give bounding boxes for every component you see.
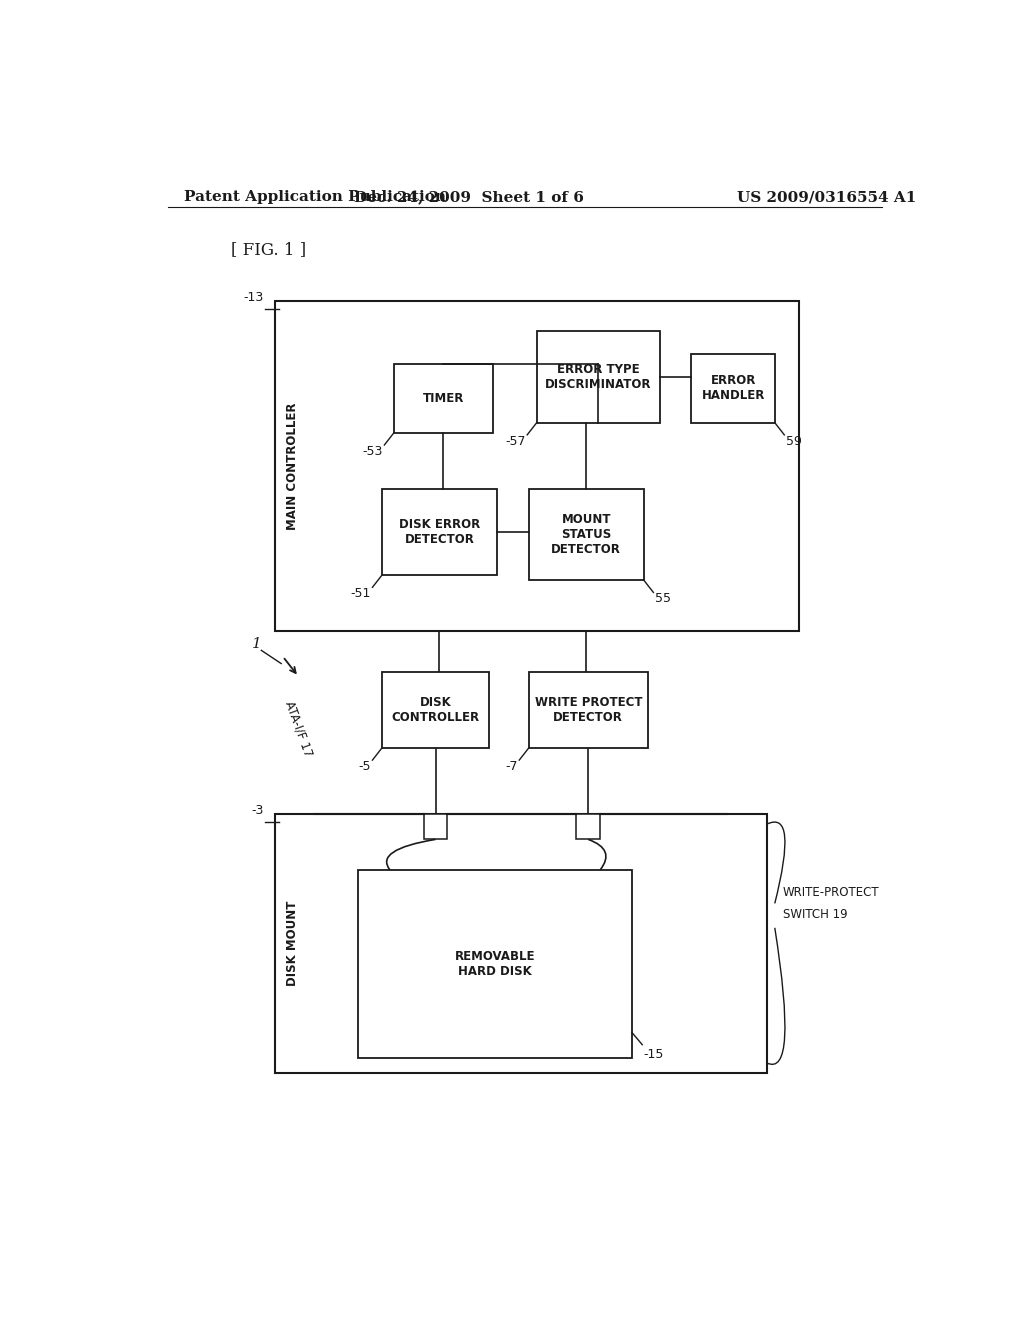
Text: WRITE-PROTECT: WRITE-PROTECT xyxy=(782,886,880,899)
Text: DISK
CONTROLLER: DISK CONTROLLER xyxy=(391,696,479,723)
Text: -7: -7 xyxy=(505,760,518,774)
Text: -3: -3 xyxy=(251,804,264,817)
Bar xyxy=(537,331,659,422)
Text: -51: -51 xyxy=(350,587,371,601)
Bar xyxy=(577,814,600,840)
Text: 55: 55 xyxy=(655,593,671,606)
Text: WRITE PROTECT
DETECTOR: WRITE PROTECT DETECTOR xyxy=(535,696,642,723)
Text: US 2009/0316554 A1: US 2009/0316554 A1 xyxy=(736,190,916,205)
Text: -15: -15 xyxy=(644,1048,665,1061)
Bar xyxy=(358,870,632,1057)
Text: Dec. 24, 2009  Sheet 1 of 6: Dec. 24, 2009 Sheet 1 of 6 xyxy=(354,190,584,205)
Text: ERROR TYPE
DISCRIMINATOR: ERROR TYPE DISCRIMINATOR xyxy=(545,363,651,391)
Text: 59: 59 xyxy=(785,434,802,447)
Bar xyxy=(382,488,497,576)
Text: DISK ERROR
DETECTOR: DISK ERROR DETECTOR xyxy=(399,517,480,546)
Text: -5: -5 xyxy=(358,760,371,774)
Text: -57: -57 xyxy=(505,434,525,447)
Bar xyxy=(691,354,775,422)
Text: 1: 1 xyxy=(252,638,261,651)
Bar xyxy=(274,814,767,1073)
Text: SWITCH 19: SWITCH 19 xyxy=(782,908,847,921)
Text: MAIN CONTROLLER: MAIN CONTROLLER xyxy=(286,403,299,529)
Bar xyxy=(274,301,799,631)
Text: TIMER: TIMER xyxy=(423,392,464,405)
Text: -13: -13 xyxy=(244,290,264,304)
Text: MOUNT
STATUS
DETECTOR: MOUNT STATUS DETECTOR xyxy=(551,513,622,556)
Bar xyxy=(528,672,648,748)
Bar xyxy=(382,672,489,748)
Bar xyxy=(424,814,447,840)
Text: [ FIG. 1 ]: [ FIG. 1 ] xyxy=(231,242,306,259)
Text: DISK MOUNT: DISK MOUNT xyxy=(286,900,299,986)
Text: ERROR
HANDLER: ERROR HANDLER xyxy=(701,374,765,403)
Text: Patent Application Publication: Patent Application Publication xyxy=(183,190,445,205)
Text: REMOVABLE
HARD DISK: REMOVABLE HARD DISK xyxy=(455,950,536,978)
Text: -53: -53 xyxy=(362,445,383,458)
Bar xyxy=(528,488,644,581)
Bar xyxy=(394,364,494,433)
Text: ATA-I/F 17: ATA-I/F 17 xyxy=(283,698,315,758)
